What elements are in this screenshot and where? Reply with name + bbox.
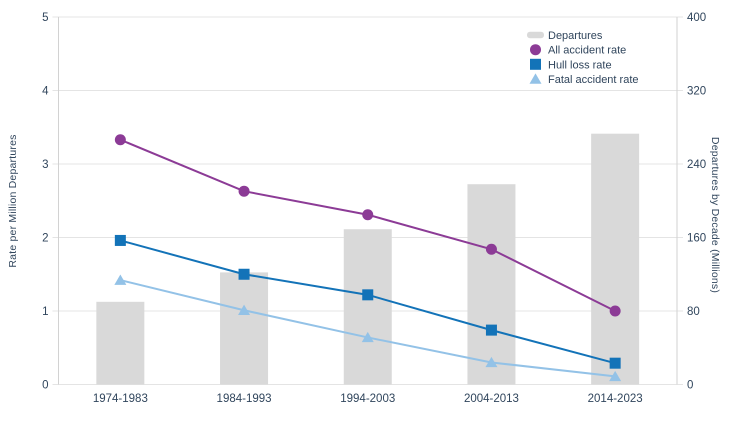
legend-item-label: Fatal accident rate	[548, 74, 639, 86]
legend-item: Departures	[527, 30, 603, 42]
hull-loss-marker	[609, 357, 621, 369]
legend-item: Hull loss rate	[530, 58, 612, 71]
fatal-accident-marker	[609, 370, 622, 382]
fatal-accident-marker	[114, 274, 127, 285]
legend: Departures All accident rate Hull loss rat…	[527, 30, 639, 86]
fatal-accident-marker	[485, 356, 498, 368]
legend-item: Fatal accident rate	[529, 73, 639, 86]
x-category-label: 1974-1983	[93, 393, 148, 405]
legend-item-label: Hull loss rate	[548, 59, 612, 71]
axis-tick-labels: 0 1 2 3 4 5 0 80 160 240 320 400	[42, 12, 706, 392]
right-tick-label: 0	[687, 380, 693, 392]
right-tick-label: 240	[687, 159, 706, 171]
left-tick-label: 2	[42, 233, 48, 245]
x-category-label: 2014-2023	[588, 393, 643, 405]
fatal-accident-marker	[238, 304, 251, 315]
left-tick-label: 0	[42, 380, 48, 392]
hull-loss-marker	[114, 234, 126, 246]
left-tick-label: 5	[42, 12, 48, 24]
left-axis-title: Rate per Million Departures	[7, 134, 19, 267]
right-tick-label: 320	[687, 86, 706, 98]
all-accident-marker	[238, 185, 250, 197]
fatal-accident-rate-series	[114, 274, 622, 382]
fatal-accident-swatch	[529, 73, 542, 84]
departures-bar	[343, 229, 392, 385]
all-accident-marker	[609, 305, 621, 317]
legend-item-label: Departures	[548, 30, 603, 42]
all-accident-rate-series	[114, 134, 621, 317]
departures-bars	[96, 133, 640, 385]
right-tick-label: 160	[687, 233, 706, 245]
all-accident-marker	[362, 209, 374, 221]
departures-bar	[220, 272, 269, 385]
departures-bar	[467, 184, 516, 385]
hull-loss-marker	[362, 289, 374, 301]
all-accident-marker	[485, 243, 497, 255]
hull-loss-rate-series	[114, 234, 621, 369]
left-tick-label: 1	[42, 306, 48, 318]
fatal-accident-marker	[361, 331, 374, 343]
x-category-label: 2004-2013	[464, 393, 519, 405]
right-axis-title: Departures by Decade (Millions)	[709, 137, 721, 293]
right-tick-label: 80	[687, 306, 700, 318]
right-tick-label: 400	[687, 12, 706, 24]
x-axis-labels: 1974-1983 1984-1993 1994-2003 2004-2013 2014…	[93, 393, 643, 405]
x-category-label: 1984-1993	[217, 393, 272, 405]
legend-item: All accident rate	[530, 44, 626, 57]
departures-bar	[96, 301, 145, 385]
all-accident-swatch	[530, 44, 541, 56]
all-accident-marker	[114, 134, 126, 146]
left-tick-label: 3	[42, 159, 48, 171]
left-tick-label: 4	[42, 86, 49, 98]
hull-loss-marker	[238, 268, 250, 280]
legend-item-label: All accident rate	[548, 45, 626, 57]
departures-swatch	[527, 31, 544, 39]
hull-loss-marker	[485, 324, 497, 336]
departures-bar	[591, 133, 640, 385]
hull-loss-swatch	[530, 58, 541, 70]
x-category-label: 1994-2003	[340, 393, 395, 405]
rate-lines	[114, 134, 622, 382]
